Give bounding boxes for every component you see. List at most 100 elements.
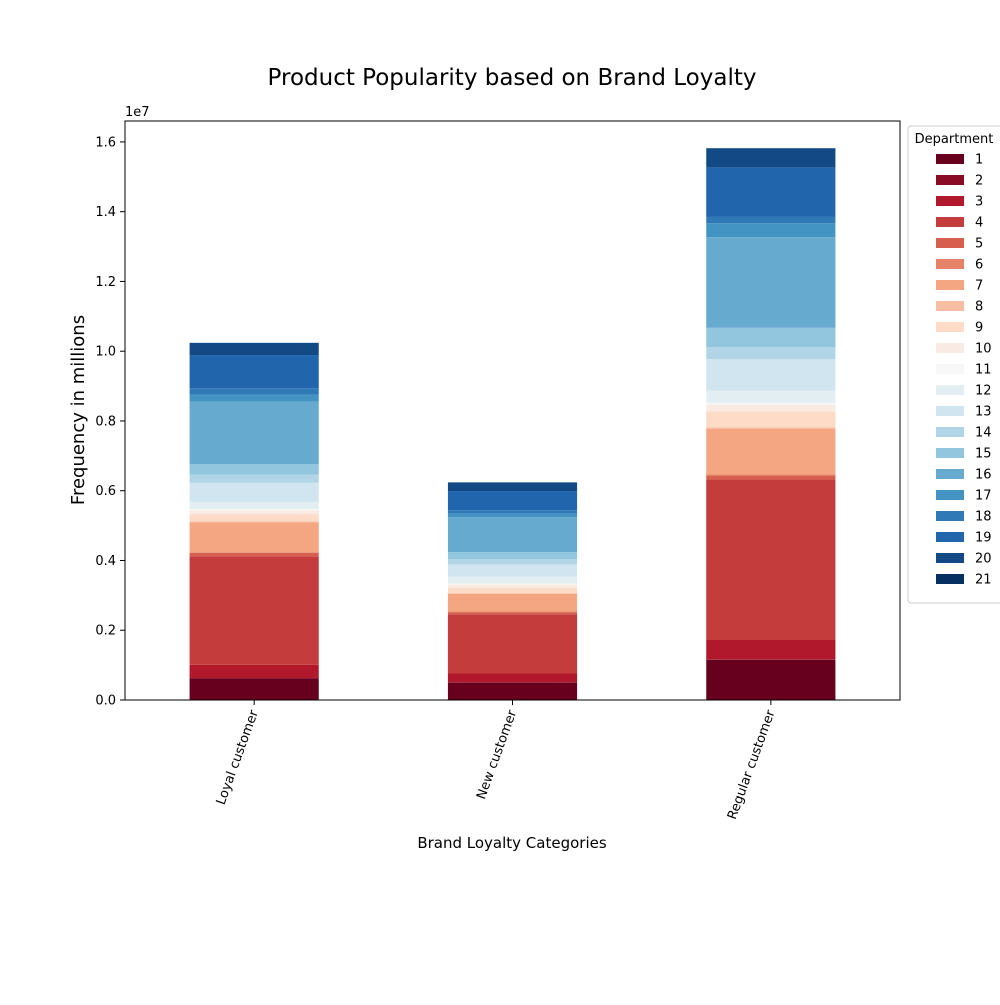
legend-label-dept-3: 3 bbox=[975, 195, 983, 210]
legend-label-dept-12: 12 bbox=[975, 384, 992, 399]
y-tick-label: 1.2 bbox=[95, 275, 116, 290]
legend-label-dept-15: 15 bbox=[975, 447, 992, 462]
bar-segment-dept-13-new-customer bbox=[448, 564, 577, 576]
bar-segment-dept-3-loyal-customer bbox=[190, 665, 319, 678]
y-axis-label: Frequency in millions bbox=[68, 315, 89, 505]
bar-segment-dept-5-new-customer bbox=[448, 612, 577, 614]
legend-swatch-dept-19 bbox=[936, 532, 964, 542]
bar-segment-dept-7-loyal-customer bbox=[190, 522, 319, 552]
legend-label-dept-7: 7 bbox=[975, 279, 983, 294]
bar-segment-dept-8-loyal-customer bbox=[190, 521, 319, 522]
bar-segment-dept-10-loyal-customer bbox=[190, 510, 319, 514]
legend-label-dept-16: 16 bbox=[975, 468, 992, 483]
bar-segment-dept-10-new-customer bbox=[448, 585, 577, 588]
legend-label-dept-4: 4 bbox=[975, 216, 983, 231]
y-tick-label: 1.0 bbox=[95, 345, 116, 360]
y-tick-label: 1.4 bbox=[95, 205, 116, 220]
bar-segment-dept-20-new-customer bbox=[448, 482, 577, 491]
bar-segment-dept-18-regular-customer bbox=[706, 217, 835, 223]
bar-segment-dept-4-new-customer bbox=[448, 614, 577, 673]
bar-segment-dept-8-regular-customer bbox=[706, 427, 835, 429]
bars-layer bbox=[190, 148, 836, 700]
legend-label-dept-6: 6 bbox=[975, 258, 983, 273]
legend-swatch-dept-20 bbox=[936, 553, 964, 563]
bar-segment-dept-16-loyal-customer bbox=[190, 401, 319, 464]
legend-swatch-dept-14 bbox=[936, 427, 964, 437]
bar-segment-dept-14-loyal-customer bbox=[190, 475, 319, 483]
legend-title: Department bbox=[915, 132, 994, 147]
legend-swatch-dept-7 bbox=[936, 280, 964, 290]
bar-segment-dept-6-new-customer bbox=[448, 611, 577, 612]
bar-segment-dept-17-regular-customer bbox=[706, 223, 835, 237]
bar-segment-dept-20-regular-customer bbox=[706, 148, 835, 167]
bar-segment-dept-1-regular-customer bbox=[706, 660, 835, 700]
y-tick-label: 0.8 bbox=[95, 414, 116, 429]
bar-segment-dept-14-regular-customer bbox=[706, 347, 835, 359]
legend-swatch-dept-11 bbox=[936, 364, 964, 374]
bar-segment-dept-7-new-customer bbox=[448, 594, 577, 611]
bar-segment-dept-13-loyal-customer bbox=[190, 483, 319, 502]
legend-swatch-dept-10 bbox=[936, 343, 964, 353]
x-axis-label: Brand Loyalty Categories bbox=[417, 834, 607, 852]
legend-swatch-dept-8 bbox=[936, 301, 964, 311]
legend-swatch-dept-15 bbox=[936, 448, 964, 458]
bar-segment-dept-19-loyal-customer bbox=[190, 355, 319, 388]
bar-segment-dept-10-regular-customer bbox=[706, 405, 835, 412]
legend-label-dept-2: 2 bbox=[975, 174, 983, 189]
bar-segment-dept-1-loyal-customer bbox=[190, 678, 319, 700]
x-tick-label: New customer bbox=[474, 708, 520, 802]
legend-label-dept-5: 5 bbox=[975, 237, 983, 252]
y-tick-label: 0.4 bbox=[95, 554, 116, 569]
bar-segment-dept-4-regular-customer bbox=[706, 480, 835, 640]
legend-swatch-dept-13 bbox=[936, 406, 964, 416]
y-axis-offset-text: 1e7 bbox=[125, 105, 150, 120]
bar-segment-dept-2-regular-customer bbox=[706, 659, 835, 660]
bar-segment-dept-8-new-customer bbox=[448, 593, 577, 594]
legend-swatch-dept-5 bbox=[936, 238, 964, 248]
bar-segment-dept-15-new-customer bbox=[448, 552, 577, 559]
bar-segment-dept-12-loyal-customer bbox=[190, 502, 319, 509]
bar-segment-dept-12-regular-customer bbox=[706, 391, 835, 403]
legend: Department123456789101112131415161718192… bbox=[908, 126, 1000, 603]
bar-segment-dept-20-loyal-customer bbox=[190, 343, 319, 355]
legend-swatch-dept-4 bbox=[936, 217, 964, 227]
y-tick-label: 0.2 bbox=[95, 624, 116, 639]
legend-label-dept-11: 11 bbox=[975, 363, 992, 378]
bar-segment-dept-3-new-customer bbox=[448, 673, 577, 682]
legend-label-dept-9: 9 bbox=[975, 321, 983, 336]
bar-segment-dept-9-loyal-customer bbox=[190, 514, 319, 521]
bar-segment-dept-17-loyal-customer bbox=[190, 394, 319, 401]
bar-segment-dept-18-new-customer bbox=[448, 510, 577, 513]
legend-swatch-dept-6 bbox=[936, 259, 964, 269]
bar-segment-dept-6-regular-customer bbox=[706, 474, 835, 475]
legend-label-dept-21: 21 bbox=[975, 573, 992, 588]
bar-segment-dept-1-new-customer bbox=[448, 683, 577, 700]
y-tick-label: 0.0 bbox=[95, 694, 116, 709]
bar-segment-dept-14-new-customer bbox=[448, 559, 577, 564]
x-tick-label: Loyal customer bbox=[214, 708, 262, 807]
bar-segment-dept-16-new-customer bbox=[448, 517, 577, 552]
legend-swatch-dept-3 bbox=[936, 196, 964, 206]
legend-swatch-dept-18 bbox=[936, 511, 964, 521]
legend-label-dept-20: 20 bbox=[975, 552, 992, 567]
y-tick-label: 1.6 bbox=[95, 135, 116, 150]
bar-segment-dept-19-regular-customer bbox=[706, 167, 835, 217]
bar-segment-dept-3-regular-customer bbox=[706, 640, 835, 659]
legend-label-dept-18: 18 bbox=[975, 510, 992, 525]
bar-segment-dept-13-regular-customer bbox=[706, 359, 835, 390]
bar-segment-dept-12-new-customer bbox=[448, 577, 577, 584]
bar-segment-dept-9-new-customer bbox=[448, 588, 577, 593]
legend-swatch-dept-17 bbox=[936, 490, 964, 500]
bar-segment-dept-11-regular-customer bbox=[706, 403, 835, 405]
legend-label-dept-10: 10 bbox=[975, 342, 992, 357]
bar-segment-dept-19-new-customer bbox=[448, 491, 577, 510]
bar-segment-dept-11-new-customer bbox=[448, 584, 577, 585]
legend-swatch-dept-16 bbox=[936, 469, 964, 479]
chart-title: Product Popularity based on Brand Loyalt… bbox=[268, 65, 757, 91]
y-tick-label: 0.6 bbox=[95, 484, 116, 499]
bar-segment-dept-7-regular-customer bbox=[706, 429, 835, 474]
legend-swatch-dept-9 bbox=[936, 322, 964, 332]
bar-segment-dept-5-loyal-customer bbox=[190, 553, 319, 556]
bar-segment-dept-6-loyal-customer bbox=[190, 552, 319, 553]
